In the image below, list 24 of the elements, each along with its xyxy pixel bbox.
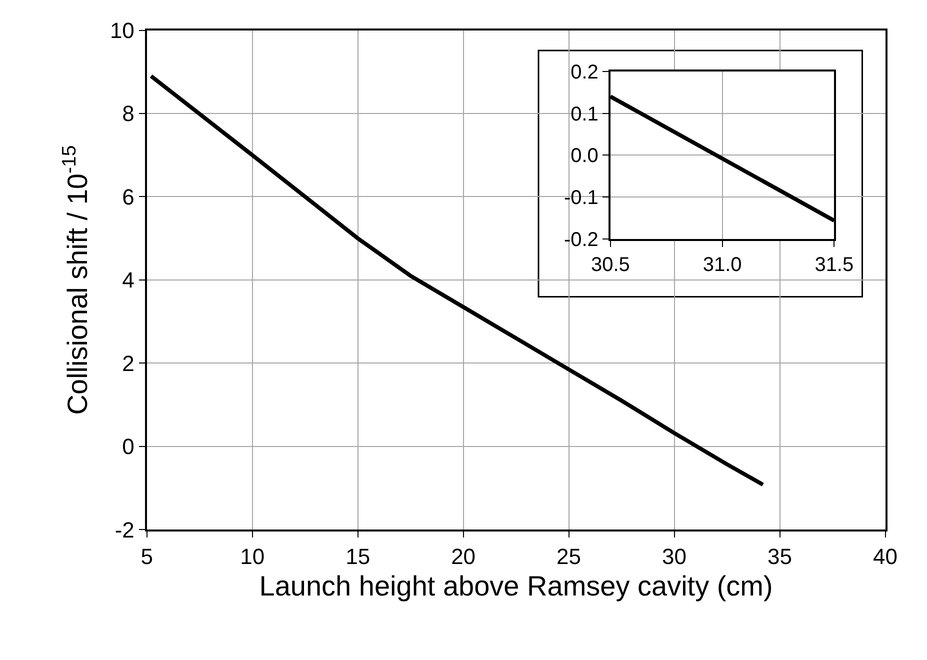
y-tick-label: -0.2 <box>564 229 598 252</box>
x-tick-label: 40 <box>873 544 898 570</box>
x-tick-label: 20 <box>451 544 476 570</box>
y-tick-label: 8 <box>122 101 134 126</box>
y-tick-label: 2 <box>122 350 134 376</box>
x-tick-label: 31.0 <box>702 254 742 276</box>
y-tick-label: -2 <box>114 517 134 542</box>
x-tick-label: 35 <box>768 544 792 570</box>
y-tick-label: 4 <box>122 268 134 293</box>
x-tick-label: 5 <box>140 544 153 570</box>
x-tick-label: 10 <box>240 544 265 570</box>
y-tick-label: 0.1 <box>570 103 598 126</box>
x-axis-title: Launch height above Ramsey cavity (cm) <box>259 570 773 602</box>
x-tick-label: 25 <box>556 544 582 570</box>
x-tick-label: 31.5 <box>814 254 854 276</box>
y-tick-label: 10 <box>110 18 134 43</box>
x-tick-label: 30.5 <box>590 254 630 276</box>
x-tick-label: 15 <box>346 544 370 570</box>
y-tick-label: 0.2 <box>570 61 598 84</box>
y-tick-label: -0.1 <box>564 187 598 210</box>
y-tick-label: 0 <box>122 434 134 460</box>
x-tick-label: 30 <box>662 544 687 570</box>
y-tick-label: 6 <box>122 184 134 210</box>
y-tick-label: 0.0 <box>570 145 598 168</box>
